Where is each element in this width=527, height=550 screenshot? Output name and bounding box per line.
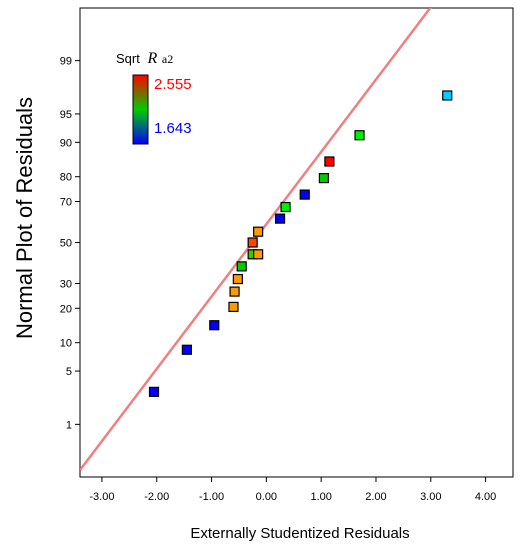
x-tick-label: 1.00 [310,491,331,503]
legend-max-label: 2.555 [154,76,192,93]
legend-color-bar [132,74,149,145]
data-point [236,261,247,272]
y-tick-label: 95 [60,109,72,121]
y-tick-label: 90 [60,137,72,149]
x-axis: -3.00 -2.00 -1.00 0.00 1.00 2.00 3.00 4.00 [89,477,496,503]
data-point [299,189,310,200]
y-tick-label: 70 [60,197,72,209]
legend-title-prefix: Sqrt [116,51,140,66]
data-point [232,273,243,285]
y-tick-label: 10 [60,338,72,350]
legend-title: Sqrt R a2 [116,50,173,67]
data-point [229,286,240,297]
y-tick-label: 20 [60,303,72,315]
y-tick-label: 80 [60,172,72,184]
data-point [253,249,264,260]
y-tick-label: 5 [66,366,72,378]
legend-title-suffix: a2 [162,52,173,66]
data-point [253,226,264,237]
legend-min-label: 1.643 [154,120,192,137]
x-tick-label: 2.00 [365,491,386,503]
x-tick-label: -1.00 [199,491,224,503]
y-tick-label: 50 [60,238,72,250]
x-tick-label: -2.00 [144,491,169,503]
data-point [318,172,330,184]
x-tick-label: 4.00 [475,491,496,503]
x-tick-label: 0.00 [256,491,277,503]
legend-title-symbol: R [146,50,157,67]
data-point [280,201,291,213]
data-point [354,130,365,141]
data-point [442,90,453,101]
y-axis: 1 5 10 20 30 50 70 80 90 95 99 [60,56,80,431]
y-tick-label: 30 [60,278,72,290]
x-tick-label: -3.00 [89,491,114,503]
x-axis-title: Externally Studentized Residuals [190,525,409,542]
data-point [274,213,286,224]
data-point [247,237,258,248]
y-axis-title: Normal Plot of Residuals [12,97,37,339]
data-points [148,90,453,397]
data-point [228,301,239,313]
plot-area-frame [79,7,514,478]
data-point [181,344,192,355]
data-point [209,320,220,331]
data-point [148,386,160,397]
y-tick-label: 1 [66,419,72,431]
color-legend: Sqrt R a2 2.555 1.643 [116,50,192,145]
data-point [324,156,335,167]
y-tick-label: 99 [60,56,72,68]
x-tick-label: 3.00 [420,491,441,503]
